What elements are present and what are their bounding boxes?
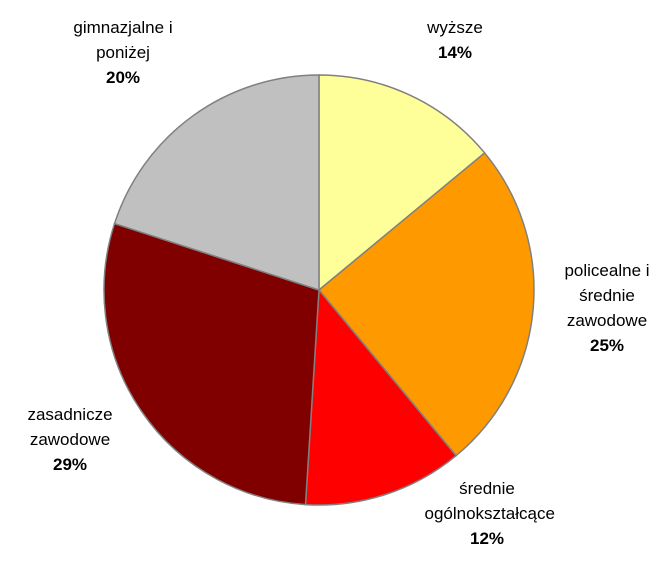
slice-label: gimnazjalne i poniżej 20% xyxy=(48,15,198,90)
pie-slice xyxy=(317,151,535,457)
pie-slice xyxy=(113,74,320,292)
category-label: średnie ogólnokształcące xyxy=(424,479,555,523)
category-label: gimnazjalne i poniżej xyxy=(73,18,173,62)
value-label: 29% xyxy=(52,455,88,474)
slice-label: wyższe 14% xyxy=(395,15,515,65)
slice-label: zasadnicze zawodowe 29% xyxy=(5,402,135,477)
category-label: wyższe xyxy=(427,18,483,37)
value-label: 20% xyxy=(105,68,141,87)
value-label: 25% xyxy=(589,336,625,355)
slice-label: policealne i średnie zawodowe 25% xyxy=(547,258,662,358)
value-label: 12% xyxy=(469,529,505,548)
pie-slice xyxy=(318,74,486,292)
pie-slice xyxy=(103,222,320,506)
category-label: zasadnicze zawodowe xyxy=(27,405,113,449)
value-label: 14% xyxy=(437,43,473,62)
pie-slice xyxy=(304,288,458,506)
slice-label: średnie ogólnokształcące 12% xyxy=(425,476,555,551)
category-label: policealne i średnie zawodowe xyxy=(564,261,650,330)
